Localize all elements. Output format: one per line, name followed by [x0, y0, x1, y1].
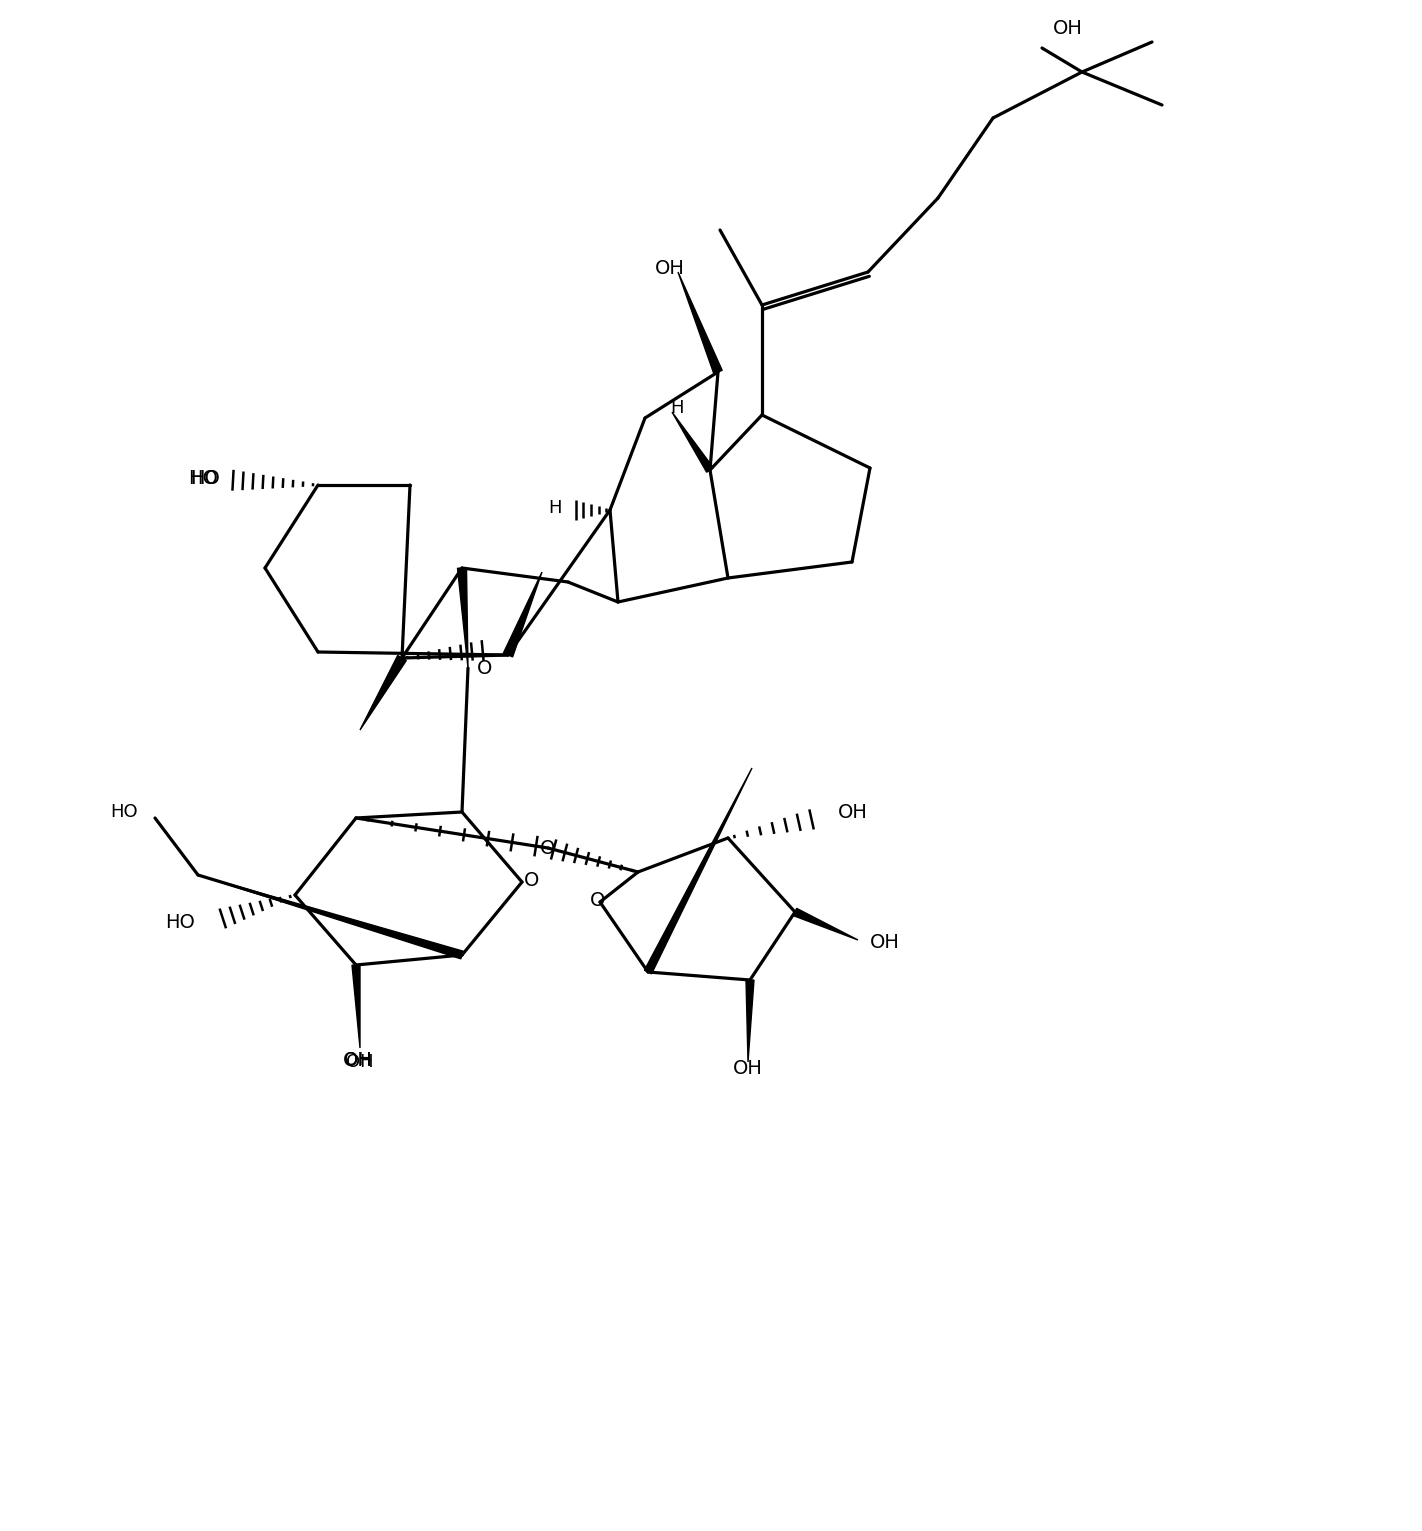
- Text: OH: OH: [734, 1058, 764, 1078]
- Text: H: H: [670, 400, 684, 416]
- Polygon shape: [353, 965, 360, 1049]
- Text: O: O: [590, 891, 606, 909]
- Polygon shape: [673, 412, 714, 472]
- Text: O: O: [525, 871, 540, 890]
- Text: OH: OH: [1054, 18, 1084, 37]
- Text: OH: OH: [838, 802, 867, 822]
- Polygon shape: [360, 655, 407, 730]
- Text: HO: HO: [188, 468, 218, 487]
- Polygon shape: [198, 876, 464, 958]
- Text: HO: HO: [165, 912, 195, 931]
- Polygon shape: [458, 568, 468, 668]
- Text: OH: OH: [343, 1050, 373, 1070]
- Polygon shape: [644, 769, 752, 974]
- Text: O: O: [478, 658, 492, 678]
- Polygon shape: [678, 273, 722, 374]
- Polygon shape: [503, 573, 542, 657]
- Text: O: O: [540, 839, 556, 857]
- Polygon shape: [747, 980, 754, 1063]
- Text: OH: OH: [344, 1050, 371, 1069]
- Text: OH: OH: [656, 259, 685, 277]
- Polygon shape: [793, 908, 857, 940]
- Text: HO: HO: [109, 802, 138, 821]
- Text: H: H: [549, 499, 562, 517]
- Text: HO: HO: [191, 468, 220, 487]
- Text: OH: OH: [870, 932, 900, 951]
- Text: OH: OH: [346, 1053, 374, 1072]
